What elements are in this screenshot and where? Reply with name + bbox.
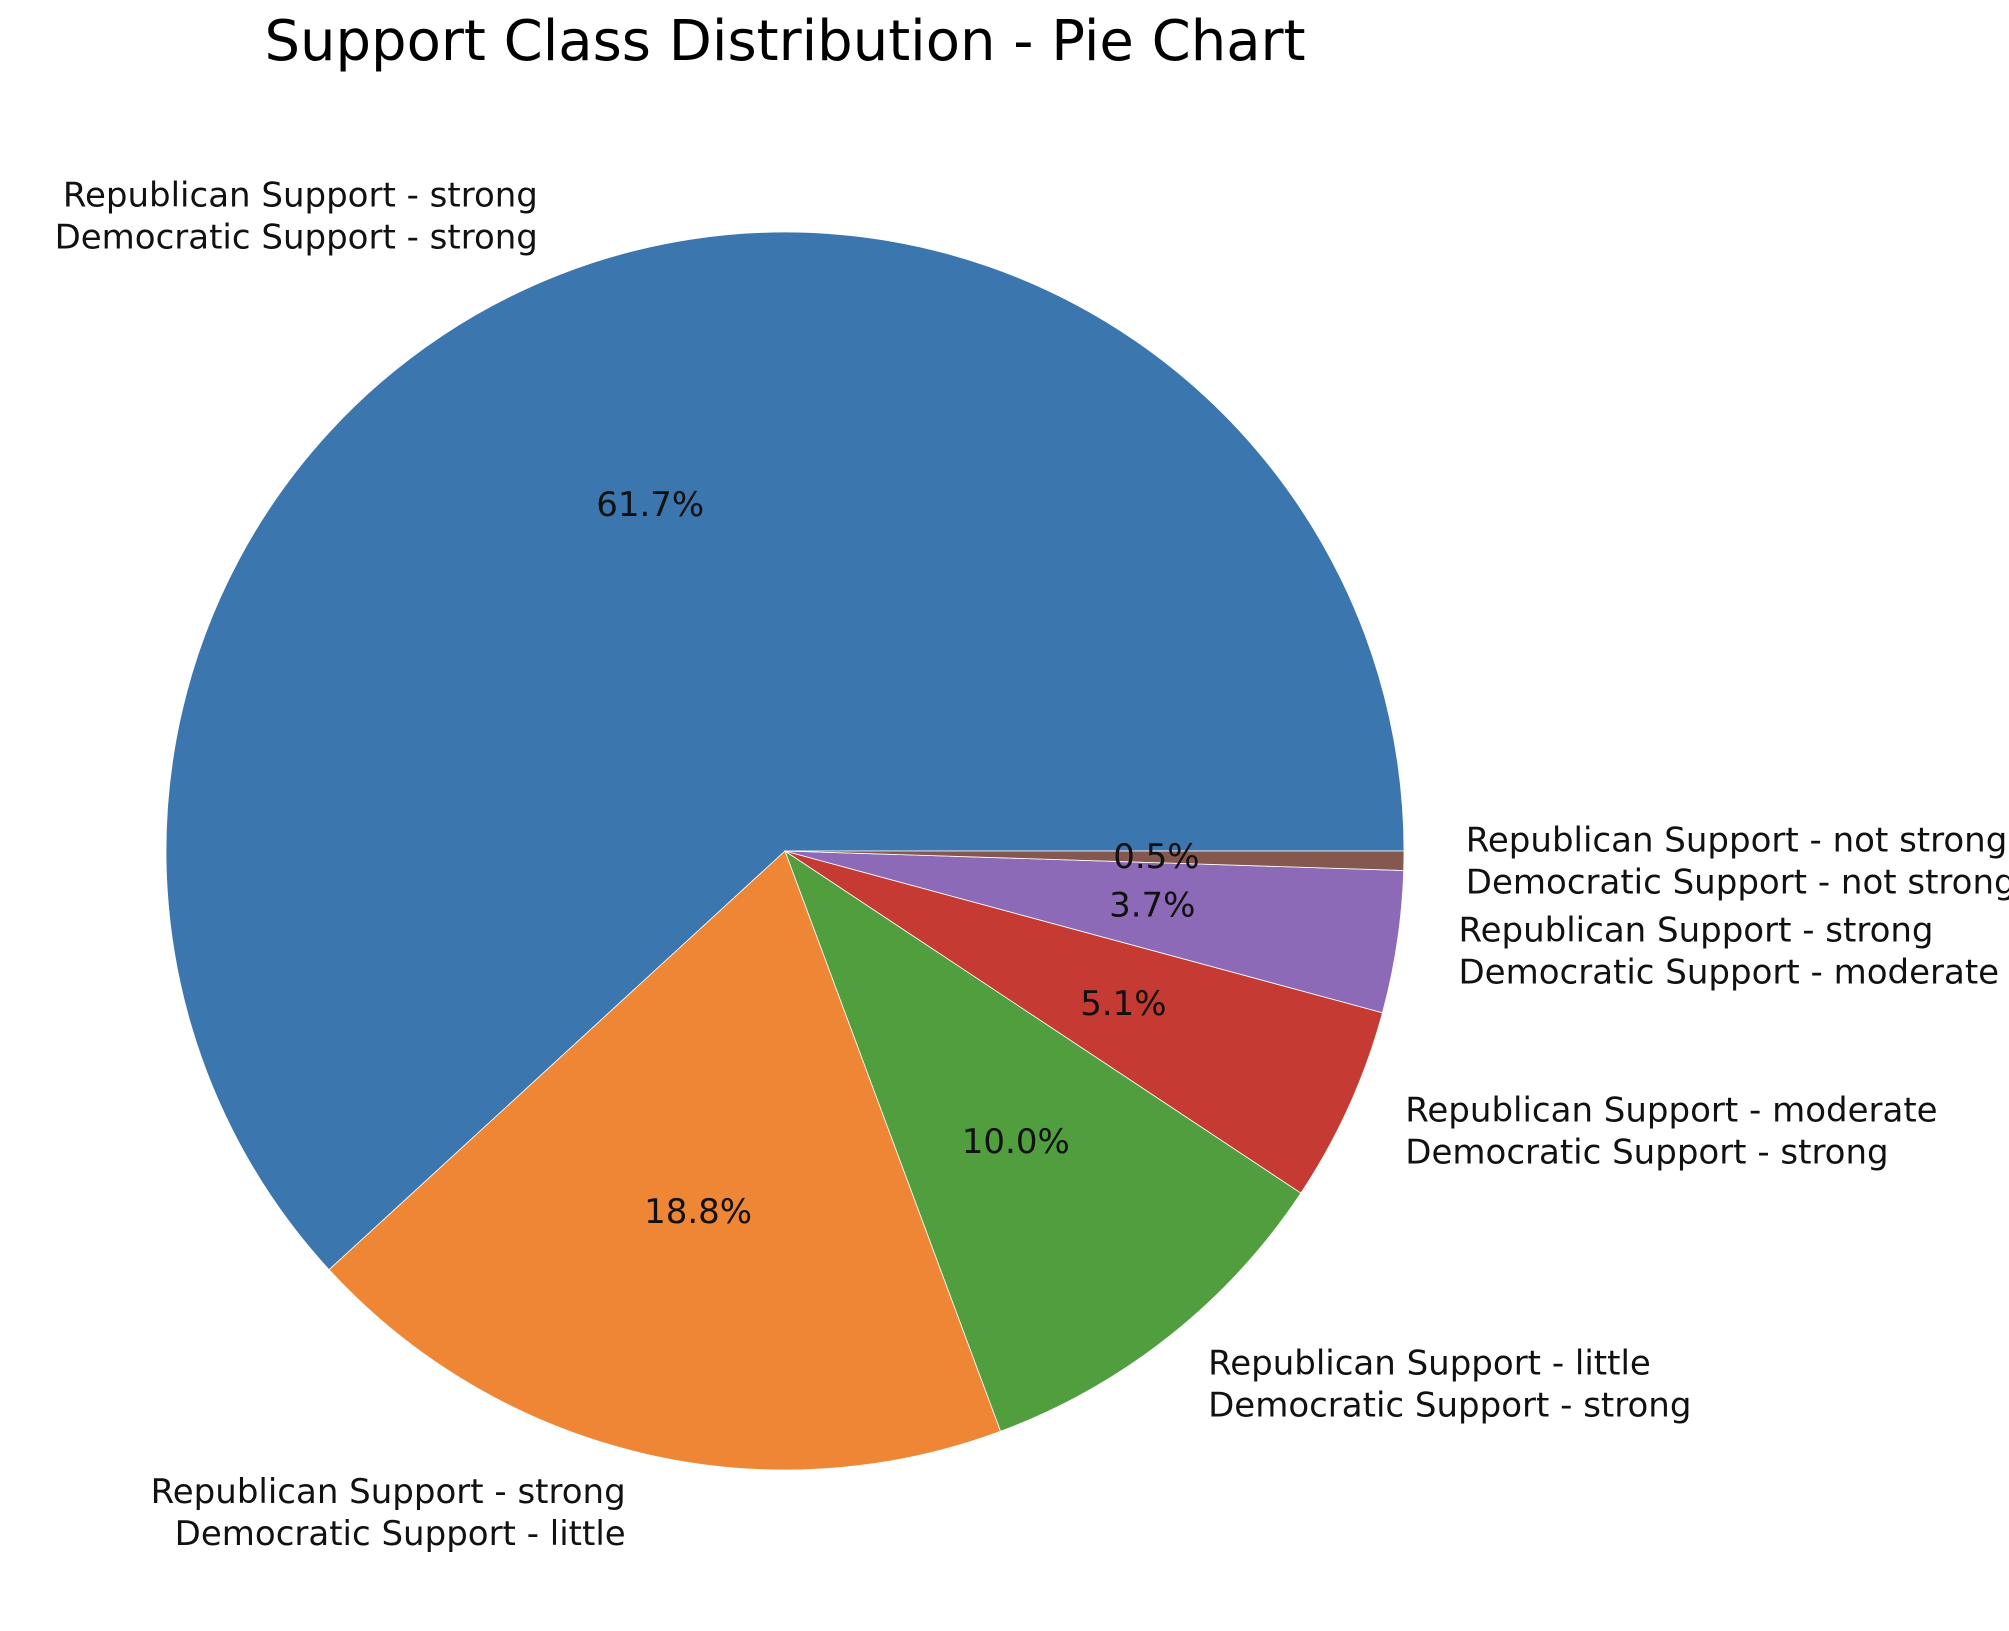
- slice-label-line: Democratic Support - strong: [1405, 1133, 1888, 1173]
- slice-label-4: Republican Support - moderate Democratic …: [1405, 1091, 1937, 1173]
- pie-slices: [165, 231, 1405, 1471]
- slice-label-5: Republican Support - strong Democratic Su…: [1459, 910, 2000, 992]
- chart-title: Support Class Distribution - Pie Chart: [264, 9, 1305, 74]
- percent-labels: 61.7% 18.8% 10.0% 5.1% 3.7% 0.5%: [596, 485, 1199, 1232]
- percent-label-2: 18.8%: [644, 1192, 752, 1232]
- percent-label-5: 3.7%: [1109, 886, 1195, 926]
- pie-slice-3: [784, 849, 1302, 1432]
- slice-label-line: Democratic Support - little: [175, 1514, 626, 1554]
- slice-label-line: Republican Support - strong: [1459, 910, 1934, 950]
- percent-label-3: 10.0%: [962, 1122, 1070, 1162]
- slice-label-line: Republican Support - strong: [151, 1472, 626, 1512]
- slice-label-line: Democratic Support - strong: [1208, 1386, 1691, 1426]
- pie-slice-1: [165, 231, 1405, 1271]
- percent-label-4: 5.1%: [1080, 984, 1166, 1024]
- slice-label-line: Republican Support - little: [1208, 1344, 1651, 1384]
- slice-label-1: Republican Support - strong Democratic Su…: [55, 176, 538, 258]
- pie-slice-2: [328, 850, 1002, 1471]
- slice-label-3: Republican Support - little Democratic Su…: [1208, 1344, 1691, 1426]
- slice-label-line: Republican Support - not strong: [1466, 821, 2008, 861]
- slice-label-line: Democratic Support - strong: [55, 218, 538, 258]
- slice-label-line: Republican Support - moderate: [1405, 1091, 1937, 1131]
- slice-label-line: Democratic Support - not strong: [1466, 863, 2009, 903]
- slice-label-2: Republican Support - strong Democratic Su…: [151, 1472, 626, 1554]
- percent-label-1: 61.7%: [596, 485, 704, 525]
- slice-labels: Republican Support - strong Democratic Su…: [55, 176, 2009, 1555]
- slice-label-line: Democratic Support - moderate: [1459, 952, 2000, 992]
- slice-label-line: Republican Support - strong: [63, 176, 538, 216]
- pie-slice-6: [784, 850, 1405, 871]
- pie-slice-4: [784, 850, 1383, 1194]
- percent-label-6: 0.5%: [1113, 837, 1199, 877]
- slice-label-6: Republican Support - not strong Democrati…: [1466, 821, 2009, 903]
